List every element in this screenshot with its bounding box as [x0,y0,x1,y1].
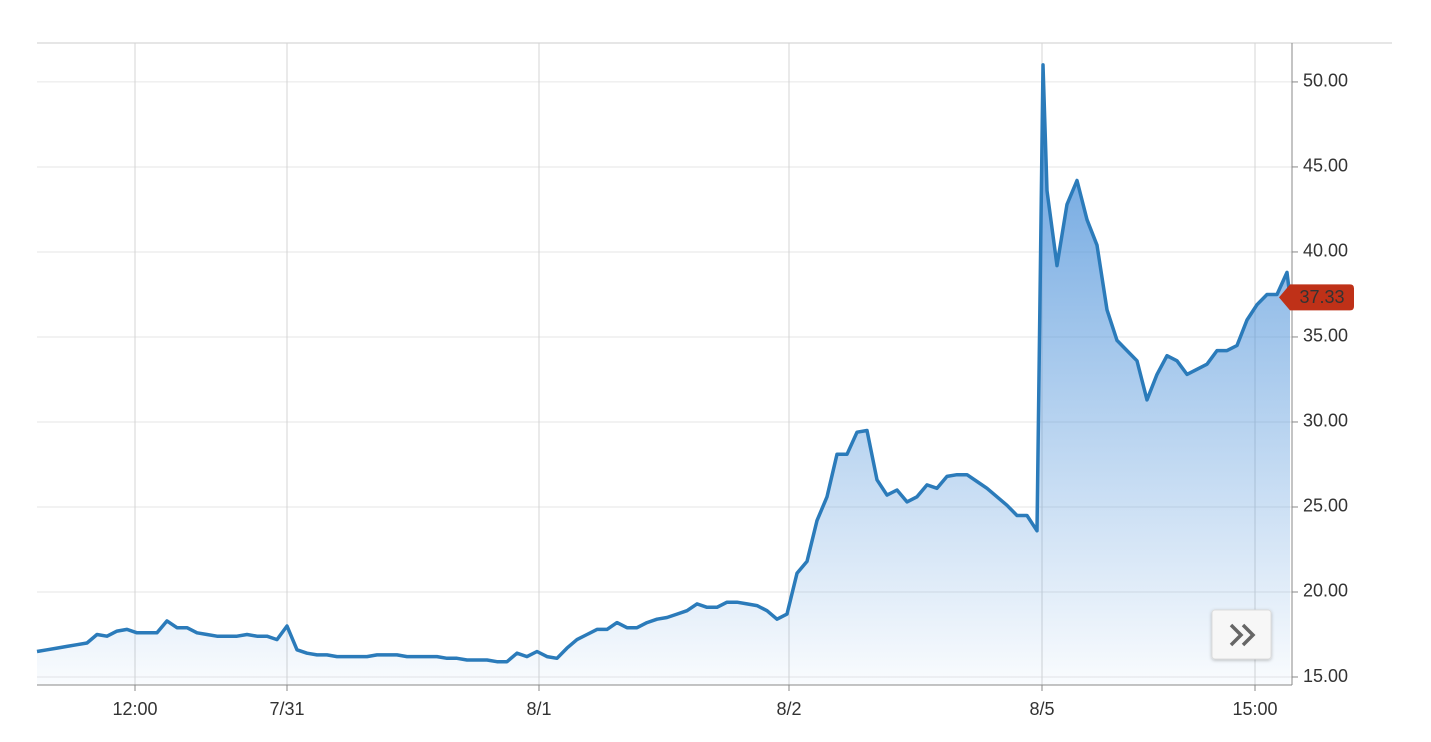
x-tick-label: 7/31 [269,699,304,719]
y-tick-label: 15.00 [1303,666,1348,686]
area [37,64,1290,685]
x-tick-label: 8/2 [776,699,801,719]
y-tick-label: 50.00 [1303,71,1348,91]
y-tick-label: 20.00 [1303,581,1348,601]
x-tick-label: 8/5 [1029,699,1054,719]
line [36,63,1292,664]
plot [36,63,1292,685]
scroll-forward-button[interactable] [1211,609,1272,660]
y-tick-label: 30.00 [1303,411,1348,431]
y-tick-label: 25.00 [1303,496,1348,516]
x-tick-label: 8/1 [526,699,551,719]
x-tick-label: 12:00 [112,699,157,719]
labels: 15.00 20.00 25.00 30.00 35.00 40.00 45.00 50.00… [112,71,1354,719]
y-tick-label: 40.00 [1303,241,1348,261]
y-tick-label: 45.00 [1303,156,1348,176]
y-tick-label: 35.00 [1303,326,1348,346]
last-price-label: 37.33 [1299,287,1344,307]
last-price-badge [1279,284,1354,311]
x-tick-label: 15:00 [1232,699,1277,719]
